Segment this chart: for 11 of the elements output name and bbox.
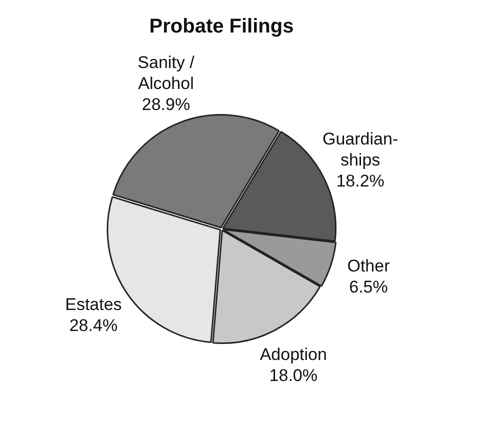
- slice-label: Estates: [65, 295, 122, 314]
- data-label: 6.5%: [349, 278, 388, 297]
- slice-label: Guardian- ships: [322, 129, 398, 170]
- chart-title: Probate Filings: [149, 16, 294, 38]
- data-label: 18.2%: [336, 171, 384, 190]
- data-label: 18.0%: [269, 366, 318, 386]
- data-label: 28.4%: [69, 316, 118, 336]
- data-label: 28.9%: [142, 95, 190, 114]
- slice-label: Other: [347, 256, 390, 276]
- slice-label: Sanity / Alcohol: [138, 53, 195, 94]
- slice-label: Adoption: [260, 345, 327, 364]
